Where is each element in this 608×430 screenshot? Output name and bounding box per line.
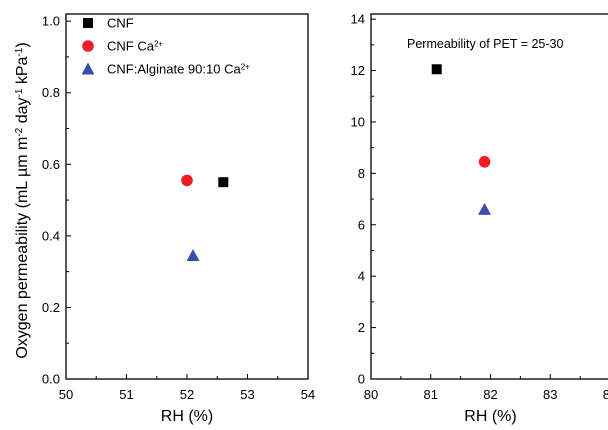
right-x-tick-label: 84	[603, 387, 608, 402]
left-y-tick-label: 0.2	[42, 300, 60, 315]
left-y-tick-label: 0.8	[42, 85, 60, 100]
left-y-axis-label: Oxygen permeability (mL µm m-2 day-1 kPa…	[14, 42, 32, 358]
left-x-tick-label: 52	[180, 387, 194, 402]
right-plot-frame	[370, 13, 608, 380]
left-x-axis-label: RH (%)	[161, 408, 213, 425]
left-x-tick-label: 53	[240, 387, 254, 402]
left-y-tick-label: 1.0	[42, 14, 60, 29]
left-x-tick-label: 50	[59, 387, 73, 402]
left-data-point	[181, 174, 193, 187]
right-y-tick-label: 10	[351, 114, 365, 129]
right-y-tick-label: 0	[358, 372, 365, 387]
left-legend-marker	[82, 40, 94, 52]
right-y-tick-label: 2	[358, 320, 365, 335]
right-y-tick-label: 6	[358, 217, 365, 232]
right-data-point	[478, 155, 491, 168]
left-y-tick-label: 0.6	[42, 157, 60, 172]
right-y-tick-label: 14	[351, 12, 365, 27]
left-y-tick-label: 0.4	[42, 228, 60, 243]
right-x-tick-label: 82	[483, 387, 497, 402]
left-legend-label: CNF Ca2+	[107, 39, 163, 54]
right-x-tick-label: 83	[543, 387, 557, 402]
right-x-axis-label: RH (%)	[464, 408, 516, 425]
right-x-tick-label: 80	[364, 387, 378, 402]
left-data-point	[218, 177, 229, 188]
left-data-point	[186, 249, 200, 262]
right-y-tick-label: 4	[358, 269, 365, 284]
right-data-point	[478, 202, 492, 215]
right-data-point	[431, 64, 442, 75]
right-y-tick-label: 12	[351, 63, 365, 78]
left-x-tick-label: 51	[119, 387, 133, 402]
left-legend-marker	[81, 62, 95, 75]
left-legend-marker	[83, 18, 93, 28]
right-annotation-text: Permeability of PET = 25-30	[407, 37, 563, 51]
left-legend-label: CNF	[107, 16, 134, 31]
right-x-tick-label: 81	[424, 387, 438, 402]
left-y-tick-label: 0.0	[42, 372, 60, 387]
left-x-tick-label: 54	[301, 387, 315, 402]
right-y-tick-label: 8	[358, 166, 365, 181]
left-legend-label: CNF:Alginate 90:10 Ca2+	[107, 62, 250, 77]
